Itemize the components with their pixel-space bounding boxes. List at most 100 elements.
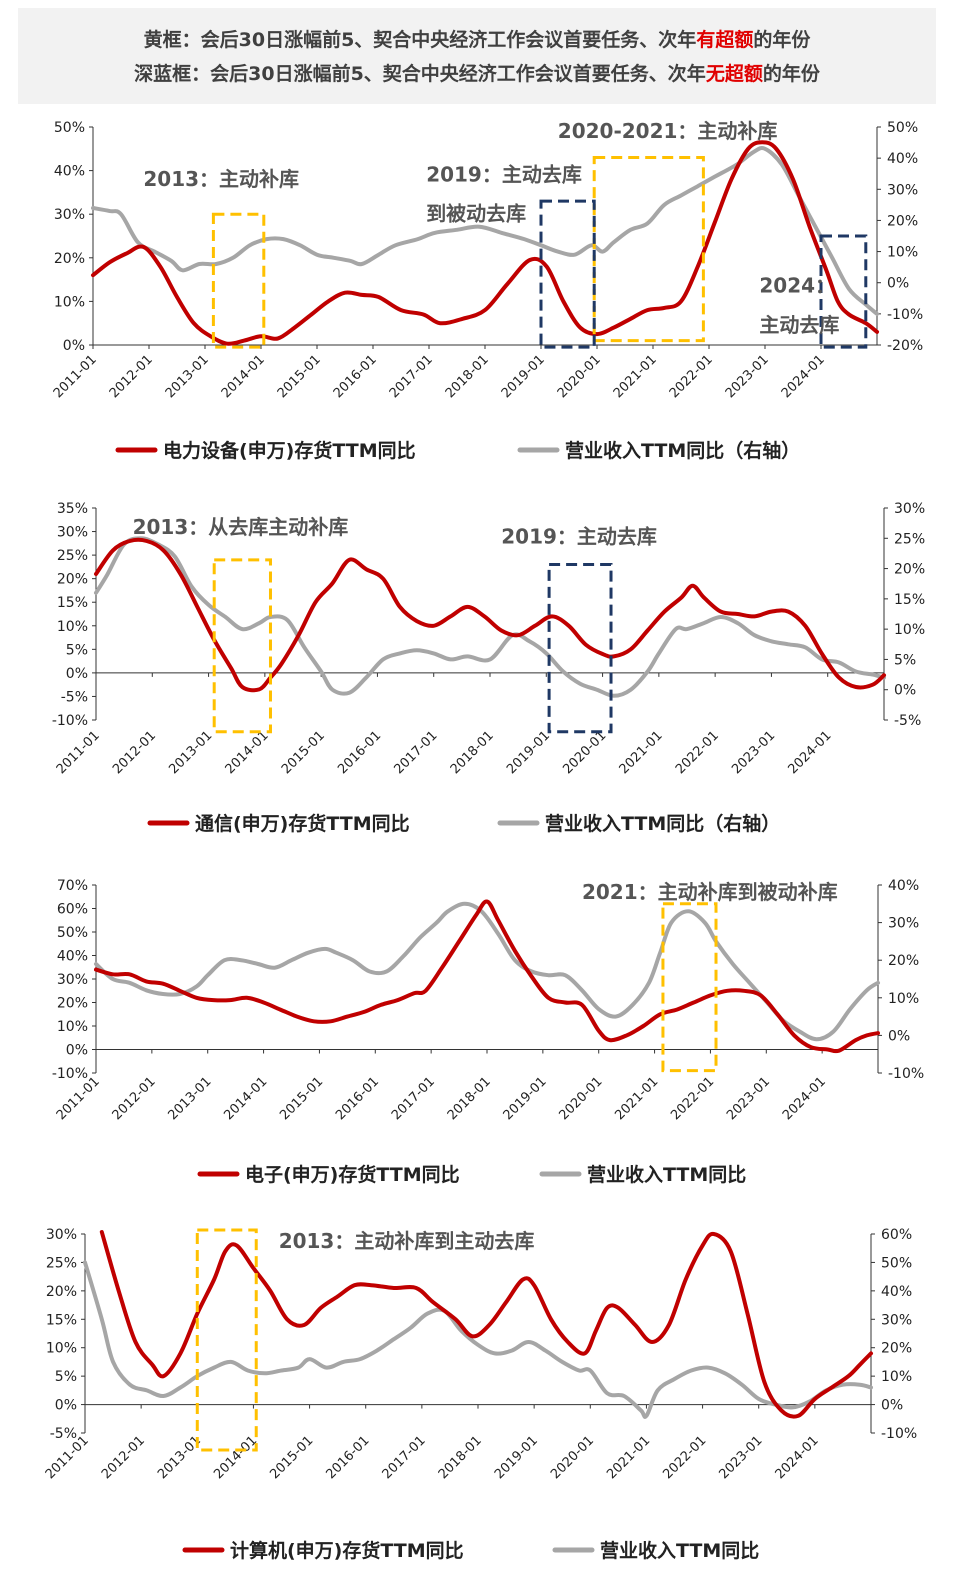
annotation-label: 2013：主动补库: [143, 167, 299, 191]
left-tick-label: 5%: [55, 1369, 77, 1385]
x-tick-label: 2021-01: [604, 1433, 653, 1482]
right-tick-label: 0%: [887, 276, 909, 292]
x-tick-label: 2017-01: [392, 728, 441, 777]
legend-label: 营业收入TTM同比: [600, 1539, 759, 1562]
revenue-series-line: [94, 536, 886, 698]
x-tick-label: 2012-01: [110, 1074, 159, 1123]
right-tick-label: 25%: [894, 531, 925, 547]
x-tick-label: 2019-01: [501, 1074, 550, 1123]
right-tick-label: 0%: [888, 1028, 910, 1044]
x-tick-label: 2014-01: [211, 1433, 260, 1482]
left-tick-label: 25%: [46, 1255, 77, 1271]
left-tick-label: 50%: [57, 925, 88, 941]
right-tick-label: 60%: [881, 1227, 912, 1243]
left-tick-label: 15%: [46, 1312, 77, 1328]
left-tick-label: 25%: [57, 548, 88, 564]
left-tick-label: -10%: [52, 1066, 88, 1082]
left-tick-label: 20%: [54, 251, 85, 267]
right-tick-label: 10%: [881, 1369, 912, 1385]
right-tick-label: 20%: [894, 562, 925, 578]
blue-dashed-box: [547, 563, 613, 734]
yellow-dashed-box: [211, 212, 266, 349]
x-tick-label: 2015-01: [277, 1074, 326, 1123]
revenue-series-line: [94, 901, 880, 1042]
x-tick-label: 2015-01: [279, 728, 328, 777]
left-tick-label: 20%: [46, 1284, 77, 1300]
right-tick-label: 30%: [888, 916, 919, 932]
blue-dashed-box: [819, 234, 868, 349]
x-tick-label: 2021-01: [611, 352, 660, 401]
left-tick-label: 10%: [46, 1341, 77, 1357]
right-tick-label: 50%: [881, 1255, 912, 1271]
x-tick-label: 2024-01: [773, 1433, 822, 1482]
left-tick-label: 15%: [57, 595, 88, 611]
x-tick-label: 2013-01: [166, 1074, 215, 1123]
x-tick-label: 2012-01: [107, 352, 156, 401]
left-tick-label: 30%: [54, 207, 85, 223]
x-tick-label: 2022-01: [668, 1074, 717, 1123]
x-tick-label: 2019-01: [504, 728, 553, 777]
x-tick-label: 2024-01: [780, 1074, 829, 1123]
annotation-label: 2019：主动去库: [501, 524, 657, 548]
right-tick-label: -10%: [887, 307, 923, 323]
blue-dashed-box: [539, 199, 596, 349]
x-tick-label: 2013-01: [163, 352, 212, 401]
left-tick-label: 0%: [63, 338, 85, 354]
annotation-label: 到被动去库: [426, 202, 526, 226]
x-tick-label: 2016-01: [335, 728, 384, 777]
left-tick-label: 50%: [54, 120, 85, 136]
x-tick-label: 2022-01: [660, 1433, 709, 1482]
left-tick-label: 70%: [57, 878, 88, 894]
right-tick-label: -10%: [888, 1066, 924, 1082]
x-tick-label: 2012-01: [99, 1433, 148, 1482]
annotation-label: 2013：从去库主动补库: [133, 515, 349, 539]
left-tick-label: 35%: [57, 501, 88, 517]
chart-telecom: 35% 30% 25% 20% 15% 10% 5% 0% -5% -10% 30% 25% 20% 15…: [52, 501, 925, 835]
annotation-label: 2020-2021：主动补库: [558, 119, 778, 143]
left-tick-label: 30%: [46, 1227, 77, 1243]
revenue-series-line: [83, 1260, 873, 1419]
annotation-label: 2013：主动补库到主动去库: [279, 1229, 535, 1253]
legend-label: 电子(申万)存货TTM同比: [245, 1163, 460, 1186]
x-tick-label: 2017-01: [387, 352, 436, 401]
left-tick-label: -10%: [52, 713, 88, 729]
x-tick-label: 2020-01: [557, 1074, 606, 1123]
chart-electronics: 70% 60% 50% 40% 30% 20% 10% 0% -10% 40% 30% 20% 10% 0…: [52, 878, 924, 1186]
legend-label: 计算机(申万)存货TTM同比: [230, 1539, 464, 1562]
left-tick-label: 20%: [57, 996, 88, 1012]
x-tick-label: 2022-01: [673, 728, 722, 777]
legend-label: 电力设备(申万)存货TTM同比: [163, 439, 416, 462]
x-tick-label: 2024-01: [786, 728, 835, 777]
legend-label: 营业收入TTM同比: [587, 1163, 746, 1186]
x-tick-label: 2013-01: [166, 728, 215, 777]
left-tick-label: 30%: [57, 972, 88, 988]
right-tick-label: 0%: [881, 1398, 903, 1414]
right-tick-label: -20%: [887, 338, 923, 354]
inventory-series-line: [99, 1230, 873, 1419]
x-tick-label: 2015-01: [267, 1433, 316, 1482]
legend-note-yellow: 黄框：会后30日涨幅前5、契合中央经济工作会议首要任务、次年有超额的年份: [143, 29, 811, 51]
x-tick-label: 2017-01: [389, 1074, 438, 1123]
legend-note-blue: 深蓝框：会后30日涨幅前5、契合中央经济工作会议首要任务、次年无超额的年份: [134, 63, 820, 85]
x-tick-label: 2023-01: [723, 352, 772, 401]
right-tick-label: 30%: [894, 501, 925, 517]
x-tick-label: 2011-01: [54, 728, 103, 777]
right-tick-label: 10%: [887, 245, 918, 261]
right-tick-label: 10%: [894, 622, 925, 638]
right-tick-label: 5%: [894, 652, 916, 668]
left-tick-label: 0%: [55, 1398, 77, 1414]
annotation-label: 2024：: [759, 274, 835, 298]
inventory-series-line: [94, 537, 886, 693]
highlight-excess: 有超额: [696, 29, 754, 51]
x-tick-label: 2018-01: [445, 1074, 494, 1123]
x-tick-label: 2018-01: [443, 352, 492, 401]
x-tick-label: 2015-01: [275, 352, 324, 401]
x-tick-label: 2024-01: [779, 352, 828, 401]
x-tick-label: 2012-01: [110, 728, 159, 777]
yellow-dashed-box: [661, 902, 718, 1073]
highlight-no-excess: 无超额: [705, 63, 763, 85]
x-tick-label: 2018-01: [436, 1433, 485, 1482]
left-tick-label: 0%: [66, 1043, 88, 1059]
x-tick-label: 2023-01: [717, 1433, 766, 1482]
inventory-series-line: [91, 140, 879, 346]
